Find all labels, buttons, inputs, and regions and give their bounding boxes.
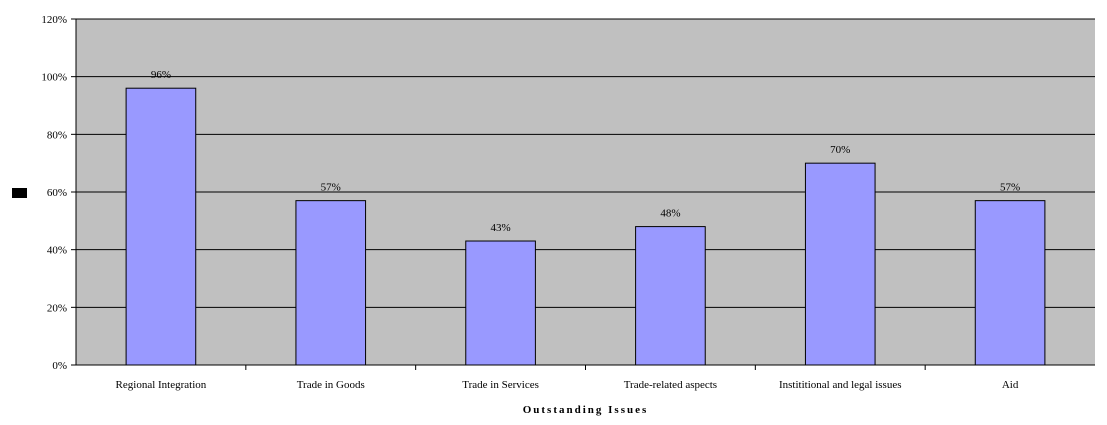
y-tick-label: 20% [47, 302, 67, 314]
x-axis-title: Outstanding Issues [523, 404, 649, 416]
x-category-label: Trade in Goods [297, 379, 365, 391]
y-tick-label: 120% [41, 14, 67, 26]
x-category-label: Instititional and legal issues [779, 379, 902, 391]
data-label: 57% [321, 182, 341, 194]
data-label: 57% [1000, 182, 1020, 194]
y-tick-label: 100% [41, 72, 67, 84]
x-axis-category-labels: Regional Integration Trade in Goods Trade … [116, 365, 1019, 391]
x-category-label: Aid [1002, 379, 1019, 391]
bar [295, 200, 367, 366]
legend-swatch [12, 188, 27, 198]
y-tick-label: 0% [52, 360, 67, 372]
x-category-label: Trade-related aspects [624, 379, 717, 391]
data-label: 43% [490, 222, 510, 234]
data-label: 70% [830, 144, 850, 156]
data-labels: 96% 57% 43% 48% 70% 57% [151, 69, 1020, 234]
y-tick-label: 40% [47, 245, 67, 257]
data-label: 96% [151, 69, 171, 81]
bar [804, 162, 876, 366]
bar [635, 226, 706, 366]
bar [974, 200, 1046, 366]
y-axis-tick-labels: 0% 20% 40% 60% 80% 100% 120% [41, 14, 76, 372]
bar [465, 240, 536, 366]
data-label: 48% [660, 208, 680, 220]
y-tick-label: 60% [47, 187, 67, 199]
x-category-label: Regional Integration [116, 379, 207, 391]
bar [125, 87, 197, 366]
y-tick-label: 80% [47, 129, 67, 141]
x-category-label: Trade in Services [462, 379, 539, 391]
